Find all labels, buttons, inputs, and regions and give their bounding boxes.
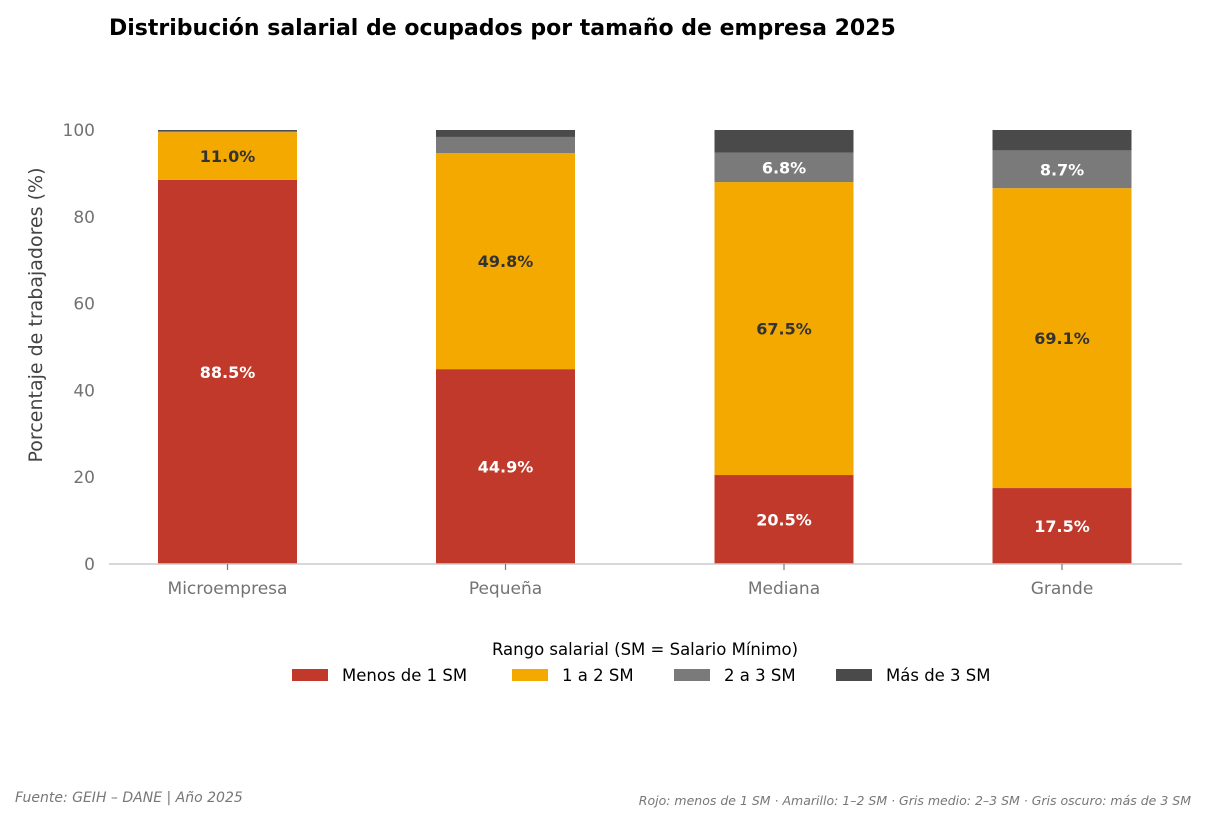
x-tick-label: Microempresa — [168, 579, 288, 599]
bar-segment-2-a-3-sm — [714, 152, 854, 183]
chart-title: Distribución salarial de ocupados por ta… — [109, 16, 896, 41]
y-tick-label: 100 — [63, 121, 95, 141]
source-note: Fuente: GEIH – DANE | Año 2025 — [15, 790, 243, 806]
bar-segment-m-s-de-3-sm — [992, 130, 1132, 151]
color-note: Rojo: menos de 1 SM · Amarillo: 1–2 SM ·… — [638, 793, 1191, 808]
bars-group — [158, 130, 1132, 564]
bar-labels-group: 88.5% 11.0% 44.9% 49.8% 20.5% 67.5% 6.8% 17.5% 6… — [200, 147, 1090, 536]
bar-value-label: 20.5% — [756, 511, 812, 530]
bar-segment-1-a-2-sm — [436, 153, 575, 370]
bar-segment-m-s-de-3-sm — [714, 130, 854, 153]
legend-label: Menos de 1 SM — [342, 666, 467, 685]
y-tick-label: 20 — [73, 468, 95, 488]
bar-segment-m-s-de-3-sm — [158, 130, 297, 132]
bar-segment-m-s-de-3-sm — [436, 130, 575, 137]
legend-swatch — [836, 669, 872, 681]
bar-segment-menos-de-1-sm — [436, 369, 575, 564]
bar-segment-2-a-3-sm — [158, 131, 297, 133]
y-tick-label: 40 — [73, 381, 95, 401]
bar-value-label: 8.7% — [1040, 160, 1084, 179]
bar-segment-1-a-2-sm — [714, 182, 854, 476]
bar-segment-menos-de-1-sm — [992, 488, 1132, 564]
x-tick-label: Mediana — [748, 579, 820, 599]
bar-segment-menos-de-1-sm — [158, 179, 297, 564]
legend-title: Rango salarial (SM = Salario Mínimo) — [492, 640, 798, 659]
bar-value-label: 44.9% — [478, 458, 534, 477]
bar-value-label: 69.1% — [1034, 329, 1090, 348]
x-axis: Microempresa Pequeña Mediana Grande — [168, 564, 1094, 599]
legend-swatch — [292, 669, 328, 681]
legend-label: Más de 3 SM — [886, 666, 991, 685]
bar-segment-2-a-3-sm — [992, 150, 1132, 189]
bar-segment-2-a-3-sm — [436, 136, 575, 154]
legend: Menos de 1 SM 1 a 2 SM 2 a 3 SM Más de 3 SM — [292, 666, 991, 685]
legend-label: 1 a 2 SM — [562, 666, 634, 685]
bar-value-label: 67.5% — [756, 320, 812, 339]
bar-value-label: 49.8% — [478, 252, 534, 271]
bar-value-label: 17.5% — [1034, 517, 1090, 536]
y-axis: 0 20 40 60 80 100 — [63, 121, 95, 575]
legend-label: 2 a 3 SM — [724, 666, 796, 685]
x-tick-label: Pequeña — [469, 579, 542, 599]
bar-segment-1-a-2-sm — [158, 132, 297, 180]
bar-segment-1-a-2-sm — [992, 188, 1132, 489]
bar-value-label: 11.0% — [200, 147, 256, 166]
bar-value-label: 6.8% — [762, 158, 806, 177]
x-tick-label: Grande — [1031, 579, 1094, 599]
legend-swatch — [512, 669, 548, 681]
bar-segment-menos-de-1-sm — [714, 475, 854, 564]
y-axis-label: Porcentaje de trabajadores (%) — [25, 168, 47, 463]
y-tick-label: 80 — [73, 208, 95, 228]
y-tick-label: 0 — [84, 555, 95, 575]
legend-swatch — [674, 669, 710, 681]
y-tick-label: 60 — [73, 295, 95, 315]
bar-value-label: 88.5% — [200, 363, 256, 382]
